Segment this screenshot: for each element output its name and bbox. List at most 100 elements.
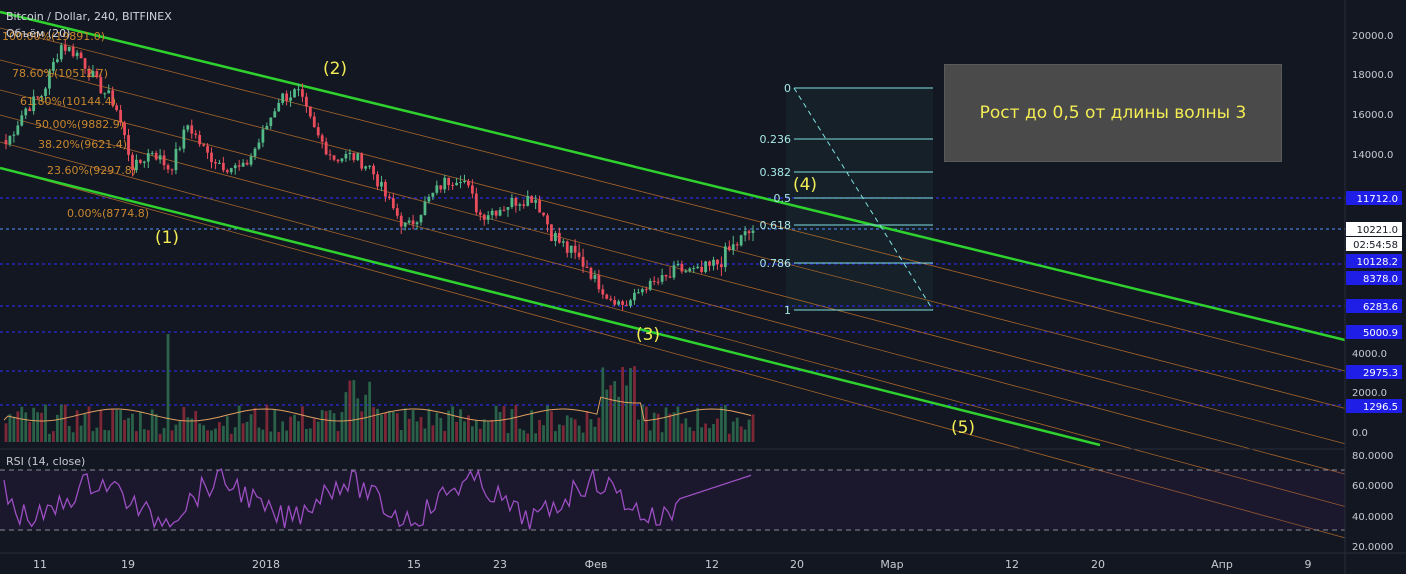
time-tick-label: 19 — [121, 558, 135, 571]
candle-body — [510, 198, 514, 208]
volume-bar — [376, 408, 379, 442]
volume-bar — [391, 411, 395, 442]
candle-body — [368, 165, 372, 167]
volume-label[interactable]: Объём (20) — [6, 27, 71, 40]
candle-body — [550, 224, 553, 241]
candle-body — [577, 252, 581, 257]
fib-fan-labels: 100.00%(19891.0) 78.60%(10512.7) 61.80%(10… — [2, 30, 149, 220]
fib-fan-line — [0, 89, 1346, 445]
price-marker-label: 5000.9 — [1363, 328, 1398, 339]
volume-bar — [4, 423, 8, 442]
candle-body — [637, 292, 640, 294]
volume-bar — [403, 408, 407, 442]
volume-bar — [277, 431, 281, 442]
candle-body — [672, 265, 676, 278]
candle-body — [613, 300, 617, 305]
candle-body — [431, 192, 435, 197]
volume-bar — [178, 421, 182, 442]
candle-body — [617, 301, 621, 305]
volume-bar — [360, 411, 364, 442]
candle-body — [399, 215, 403, 227]
candle-body — [573, 245, 577, 253]
volume-bar — [482, 419, 486, 442]
candle-body — [304, 96, 308, 107]
candle-body — [593, 275, 597, 279]
candle-body — [301, 89, 304, 97]
fib-retracement[interactable]: 0 0.236 0.382 0.5 0.618 0.786 1 — [760, 82, 934, 317]
candle-body — [443, 177, 447, 190]
volume-bar — [320, 409, 324, 442]
volume-bar — [257, 427, 261, 442]
candle-body — [273, 111, 277, 118]
volume-bar — [439, 417, 443, 442]
volume-bar — [557, 424, 561, 442]
candle-body — [395, 208, 399, 216]
candle-body — [660, 275, 664, 282]
wave-label: (3) — [636, 325, 660, 345]
candle-body — [249, 156, 253, 165]
volume-bar — [471, 426, 474, 442]
candle-body — [190, 125, 194, 134]
price-marker-bg — [1346, 237, 1402, 251]
candle-body — [696, 266, 700, 269]
price-tick-label: 14000.0 — [1352, 150, 1393, 161]
candle-body — [380, 181, 383, 187]
candle-body — [316, 127, 320, 136]
volume-bar — [720, 406, 723, 442]
candle-body — [111, 90, 115, 106]
time-tick-label: 9 — [1305, 558, 1312, 571]
volume-bar — [103, 429, 107, 442]
candle-body — [269, 117, 273, 126]
volume-bar — [162, 427, 166, 442]
volume-bar — [83, 414, 87, 442]
candle-body — [419, 215, 423, 223]
candle-body — [261, 129, 265, 143]
volume-bar — [87, 406, 91, 442]
volume-bar — [301, 406, 304, 442]
volume-bar — [245, 421, 249, 442]
volume-bar — [407, 418, 411, 442]
volume-bars — [3, 334, 755, 442]
price-marker-label: 10128.2 — [1357, 257, 1398, 268]
rsi-label[interactable]: RSI (14, close) — [6, 455, 86, 468]
volume-bar — [71, 432, 75, 442]
volume-bar — [202, 425, 205, 442]
annotation-note[interactable]: Рост до 0,5 от длины волны 3 — [944, 64, 1282, 162]
candle-body — [526, 196, 530, 206]
volume-bar — [312, 418, 316, 442]
rsi-tick-label: 20.0000 — [1352, 542, 1393, 553]
candle-body — [364, 166, 368, 169]
volume-bar — [352, 380, 356, 442]
volume-bar — [48, 433, 51, 442]
candle-body — [253, 148, 257, 157]
volume-bar — [577, 425, 581, 442]
candle-body — [751, 230, 755, 233]
volume-bar — [253, 407, 257, 442]
price-tick-label: 16000.0 — [1352, 110, 1393, 121]
time-tick-label: Мар — [880, 558, 903, 571]
candle-body — [16, 125, 20, 135]
volume-bar — [127, 417, 130, 442]
volume-bar — [633, 366, 636, 442]
volume-bar — [455, 421, 458, 442]
volume-bar — [735, 417, 739, 442]
candle-body — [245, 162, 249, 165]
candle-body — [739, 235, 743, 246]
volume-bar — [387, 410, 391, 442]
candle-body — [502, 209, 506, 211]
candle-body — [652, 280, 656, 282]
volume-bar — [20, 406, 24, 442]
volume-bar — [569, 417, 573, 442]
channel-lower-line — [0, 166, 1101, 447]
candles — [4, 39, 755, 311]
candle-body — [482, 214, 486, 220]
candle-body — [478, 212, 482, 215]
volume-bar — [554, 431, 557, 442]
fib-fan-label: 23.60%(9297.8) — [47, 164, 136, 177]
candle-body — [328, 154, 332, 156]
candle-body — [186, 125, 190, 130]
candle-body — [214, 162, 217, 164]
volume-bar — [463, 421, 466, 442]
candle-body — [490, 210, 494, 216]
candle-body — [154, 152, 158, 160]
